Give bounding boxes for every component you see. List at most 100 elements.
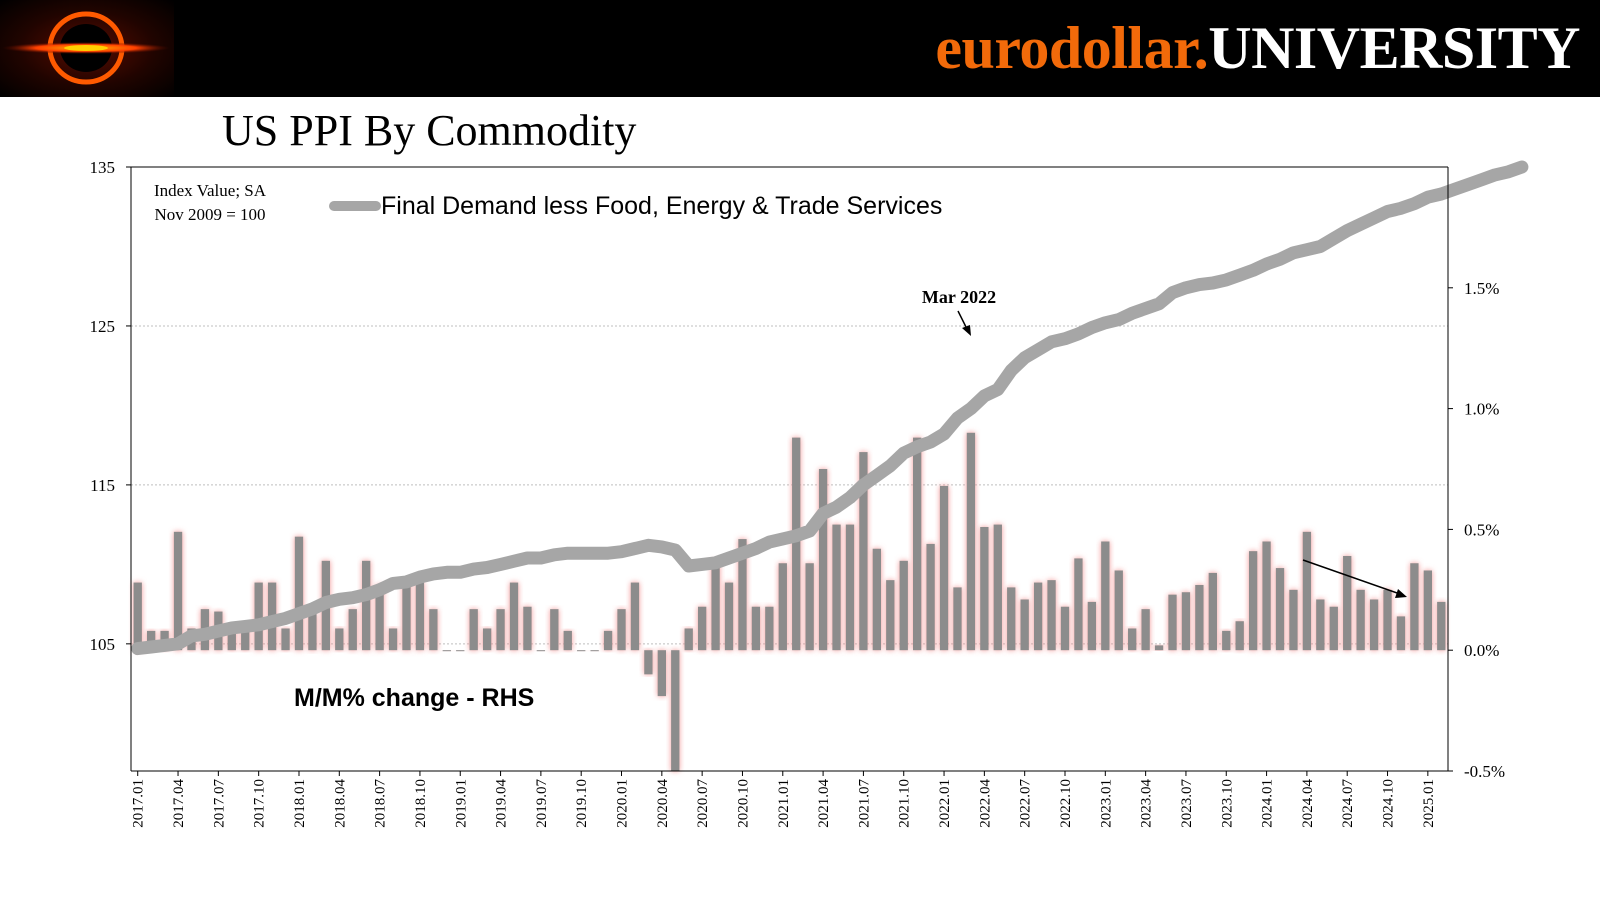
line-series — [131, 160, 1529, 656]
brand-part1: eurodollar. — [935, 15, 1209, 81]
brand-part2: UNIVERSITY — [1208, 15, 1580, 81]
bar — [1128, 628, 1137, 651]
axis-note-2: Nov 2009 = 100 — [154, 205, 265, 224]
brand-wordmark: eurodollar.UNIVERSITY — [935, 8, 1580, 88]
bar — [1275, 568, 1285, 651]
x-tick-label: 2023.01 — [1098, 779, 1114, 828]
bar — [536, 650, 546, 652]
x-tick-label: 2020.10 — [735, 779, 751, 828]
bar — [926, 543, 935, 651]
bar — [630, 582, 640, 651]
x-tick-label: 2021.07 — [856, 779, 872, 828]
bar — [657, 650, 666, 697]
bar — [1289, 589, 1298, 651]
x-tick-label: 2020.04 — [655, 779, 671, 828]
bar — [1101, 541, 1110, 651]
x-tick-label: 2018.01 — [292, 779, 308, 828]
bar — [1060, 606, 1070, 651]
bar — [899, 560, 908, 651]
x-tick-label: 2019.10 — [574, 779, 590, 828]
x-tick-label: 2018.10 — [413, 779, 429, 828]
bar — [1007, 587, 1016, 651]
bar — [953, 587, 962, 651]
bar — [281, 628, 290, 651]
bar — [1316, 599, 1325, 651]
x-tick-label: 2017.04 — [171, 779, 187, 828]
bar — [966, 432, 976, 651]
x-tick-label: 2023.07 — [1179, 779, 1195, 828]
bar — [375, 584, 384, 651]
bar — [1302, 531, 1312, 651]
bar — [590, 650, 599, 652]
x-tick-label: 2024.10 — [1381, 779, 1397, 828]
x-tick-label: 2023.04 — [1139, 779, 1155, 828]
left-tick-label: 115 — [90, 476, 115, 495]
bar — [1141, 609, 1150, 651]
bar — [1343, 555, 1352, 651]
bar — [227, 628, 236, 651]
bar — [294, 536, 304, 651]
right-tick-label: -0.5% — [1464, 762, 1505, 781]
bar — [415, 582, 425, 651]
x-tick-label: 2021.04 — [816, 779, 832, 828]
bar — [845, 524, 855, 651]
bar — [1262, 541, 1271, 651]
x-tick-label: 2019.07 — [534, 779, 550, 828]
bar — [335, 628, 344, 651]
bar — [1383, 589, 1392, 651]
bar — [509, 582, 519, 651]
bar — [133, 582, 142, 651]
right-tick-label: 1.5% — [1464, 279, 1499, 298]
bar — [832, 524, 841, 651]
line-series-path — [131, 160, 1529, 656]
x-tick-label: 2018.04 — [332, 779, 348, 828]
bar — [1437, 601, 1446, 651]
x-tick-label: 2017.10 — [252, 779, 268, 828]
x-tick-label: 2022.10 — [1058, 779, 1074, 828]
annotation-mar-2022: Mar 2022 — [922, 287, 996, 307]
bar — [348, 609, 357, 651]
bar — [173, 531, 183, 651]
bar — [1235, 621, 1244, 651]
x-tick-label: 2024.07 — [1340, 779, 1356, 828]
bar — [1369, 599, 1379, 651]
axes: 105 115 125 135 -0.5% 0.0% 0.5% 1.0% 1.5% 2017.01… — [90, 158, 1506, 828]
x-tick-label: 2017.01 — [131, 779, 147, 828]
trend-arrowhead — [1395, 589, 1407, 598]
x-tick-label: 2020.01 — [615, 779, 631, 828]
bar — [241, 628, 250, 651]
bar — [1087, 601, 1097, 651]
logo-graphic — [2, 11, 170, 85]
bar — [402, 582, 411, 651]
left-tick-label: 125 — [90, 317, 116, 336]
x-tick-label: 2022.07 — [1018, 779, 1034, 828]
bar — [886, 580, 895, 651]
x-tick-label: 2024.01 — [1260, 779, 1276, 828]
bar — [1423, 570, 1433, 651]
bar — [671, 650, 680, 771]
bar — [1410, 563, 1419, 651]
bar — [1074, 558, 1083, 651]
bar — [469, 609, 478, 651]
bar — [1248, 551, 1258, 651]
bar — [1114, 570, 1123, 651]
bar — [724, 582, 734, 651]
x-tick-label: 2021.10 — [897, 779, 913, 828]
right-tick-label: 0.5% — [1464, 520, 1499, 539]
bar — [859, 452, 868, 651]
bar — [1208, 572, 1217, 651]
x-tick-label: 2022.01 — [937, 779, 953, 828]
bar — [711, 560, 720, 651]
x-tick-label: 2020.07 — [695, 779, 711, 828]
bar — [939, 485, 949, 651]
bar — [805, 563, 814, 651]
bar — [577, 650, 586, 652]
x-tick-label: 2022.04 — [977, 779, 993, 828]
bar — [496, 609, 505, 651]
bar — [1168, 594, 1177, 651]
x-tick-label: 2025.01 — [1421, 779, 1437, 828]
axis-note-1: Index Value; SA — [154, 181, 267, 200]
bar — [751, 606, 761, 651]
bar — [1033, 582, 1043, 651]
x-tick-label: 2018.07 — [373, 779, 389, 828]
